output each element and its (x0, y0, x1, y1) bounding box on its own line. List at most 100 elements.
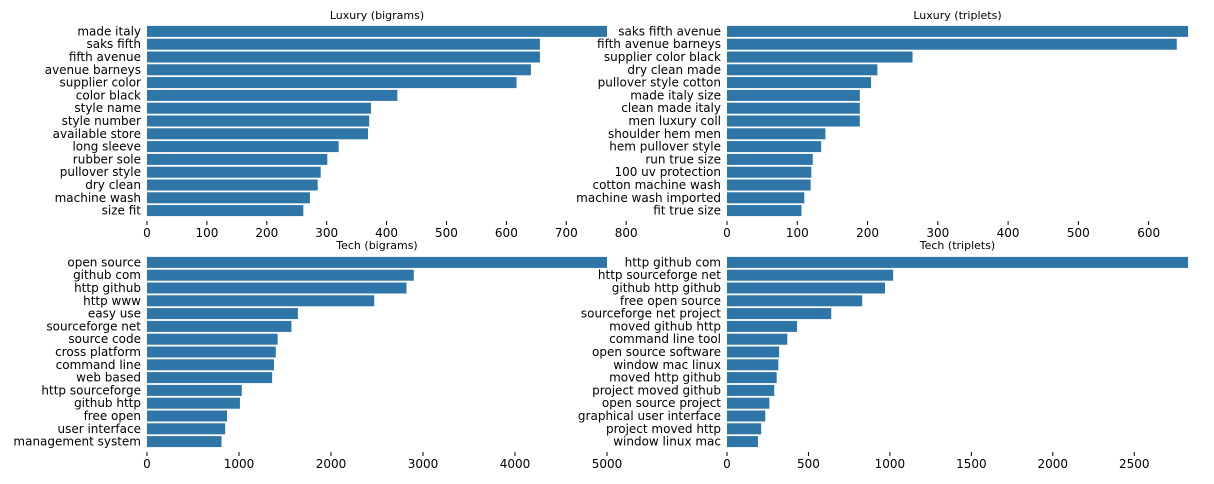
category-label: color black (76, 88, 141, 102)
bar (147, 166, 321, 178)
category-label: fifth avenue barneys (597, 37, 721, 51)
bar (727, 397, 770, 409)
category-label: pullover style (60, 165, 141, 179)
category-label: command line tool (609, 332, 721, 346)
bar (147, 51, 540, 63)
category-label: fit true size (653, 204, 721, 218)
chart-title: Tech (triplets) (919, 239, 995, 252)
x-tick-label: 400 (375, 226, 398, 240)
bar (147, 346, 276, 358)
category-label: style number (62, 114, 141, 128)
category-label: http www (83, 294, 141, 308)
bar (727, 308, 832, 320)
x-tick-label: 2000 (1038, 457, 1069, 471)
category-label: graphical user interface (578, 409, 721, 423)
category-label: size fit (102, 204, 142, 218)
bar (147, 115, 370, 127)
x-tick-label: 800 (615, 226, 638, 240)
x-tick-label: 400 (997, 226, 1020, 240)
bar (147, 102, 372, 114)
bar (147, 179, 318, 191)
category-label: http github (74, 281, 141, 295)
category-label: free open source (620, 294, 721, 308)
x-tick-label: 0 (143, 457, 151, 471)
category-label: open source software (592, 345, 721, 359)
category-label: source code (68, 332, 141, 346)
bar (727, 128, 826, 140)
x-tick-label: 1000 (875, 457, 906, 471)
bar (727, 166, 812, 178)
category-label: made italy (77, 24, 141, 38)
category-label: machine wash imported (576, 191, 721, 205)
bar (727, 320, 798, 332)
category-label: open source (67, 255, 141, 269)
category-label: management system (13, 435, 141, 449)
chart-title: Luxury (triplets) (913, 9, 1001, 22)
bar (727, 179, 811, 191)
bar (147, 397, 240, 409)
x-tick-label: 1500 (956, 457, 987, 471)
bar (727, 436, 758, 448)
x-tick-label: 100 (195, 226, 218, 240)
category-label: men luxury coll (628, 114, 721, 128)
x-tick-label: 700 (555, 226, 578, 240)
category-label: window mac linux (613, 358, 721, 372)
category-label: http sourceforge (41, 383, 141, 397)
bar (147, 333, 278, 345)
x-tick-label: 500 (797, 457, 820, 471)
category-label: cotton machine wash (592, 178, 721, 192)
category-label: http sourceforge net (598, 268, 721, 282)
bar (147, 141, 339, 153)
category-label: made italy size (630, 88, 721, 102)
bar (147, 423, 226, 435)
category-label: command line (56, 358, 141, 372)
bar (727, 141, 822, 153)
bar (147, 77, 517, 89)
bar (727, 192, 805, 204)
bar (147, 308, 298, 320)
category-label: hem pullover style (609, 140, 721, 154)
bar (727, 64, 878, 76)
bar (147, 38, 540, 50)
bar (147, 372, 273, 384)
bar (727, 410, 766, 422)
x-tick-label: 100 (786, 226, 809, 240)
bar (727, 333, 788, 345)
category-label: project moved http (606, 422, 721, 436)
category-label: cross platform (55, 345, 141, 359)
category-label: run true size (645, 152, 721, 166)
chart-title: Tech (bigrams) (335, 239, 417, 252)
category-label: moved http github (609, 371, 721, 385)
category-label: free open (84, 409, 141, 423)
bar (147, 64, 531, 76)
category-label: project moved github (592, 383, 721, 397)
x-tick-label: 3000 (408, 457, 439, 471)
category-label: saks fifth (86, 37, 141, 51)
category-label: user interface (57, 422, 141, 436)
bar (147, 282, 407, 294)
category-label: pullover style cotton (598, 76, 721, 90)
bar (147, 25, 607, 37)
bar (147, 153, 328, 165)
x-tick-label: 500 (1067, 226, 1090, 240)
category-label: supplier color (60, 76, 142, 90)
category-label: web based (76, 371, 141, 385)
bar (727, 346, 780, 358)
x-tick-label: 200 (255, 226, 278, 240)
bar (727, 295, 863, 307)
category-label: saks fifth avenue (618, 24, 721, 38)
category-label: dry clean (85, 178, 141, 192)
x-tick-label: 600 (1137, 226, 1160, 240)
category-label: sourceforge net project (581, 307, 721, 321)
bar (727, 77, 872, 89)
bar (147, 295, 375, 307)
category-label: machine wash (55, 191, 141, 205)
x-tick-label: 0 (143, 226, 151, 240)
bar (147, 320, 292, 332)
bar (147, 436, 222, 448)
bar (727, 205, 802, 217)
x-tick-label: 200 (856, 226, 879, 240)
x-tick-label: 600 (495, 226, 518, 240)
bar (727, 25, 1188, 37)
